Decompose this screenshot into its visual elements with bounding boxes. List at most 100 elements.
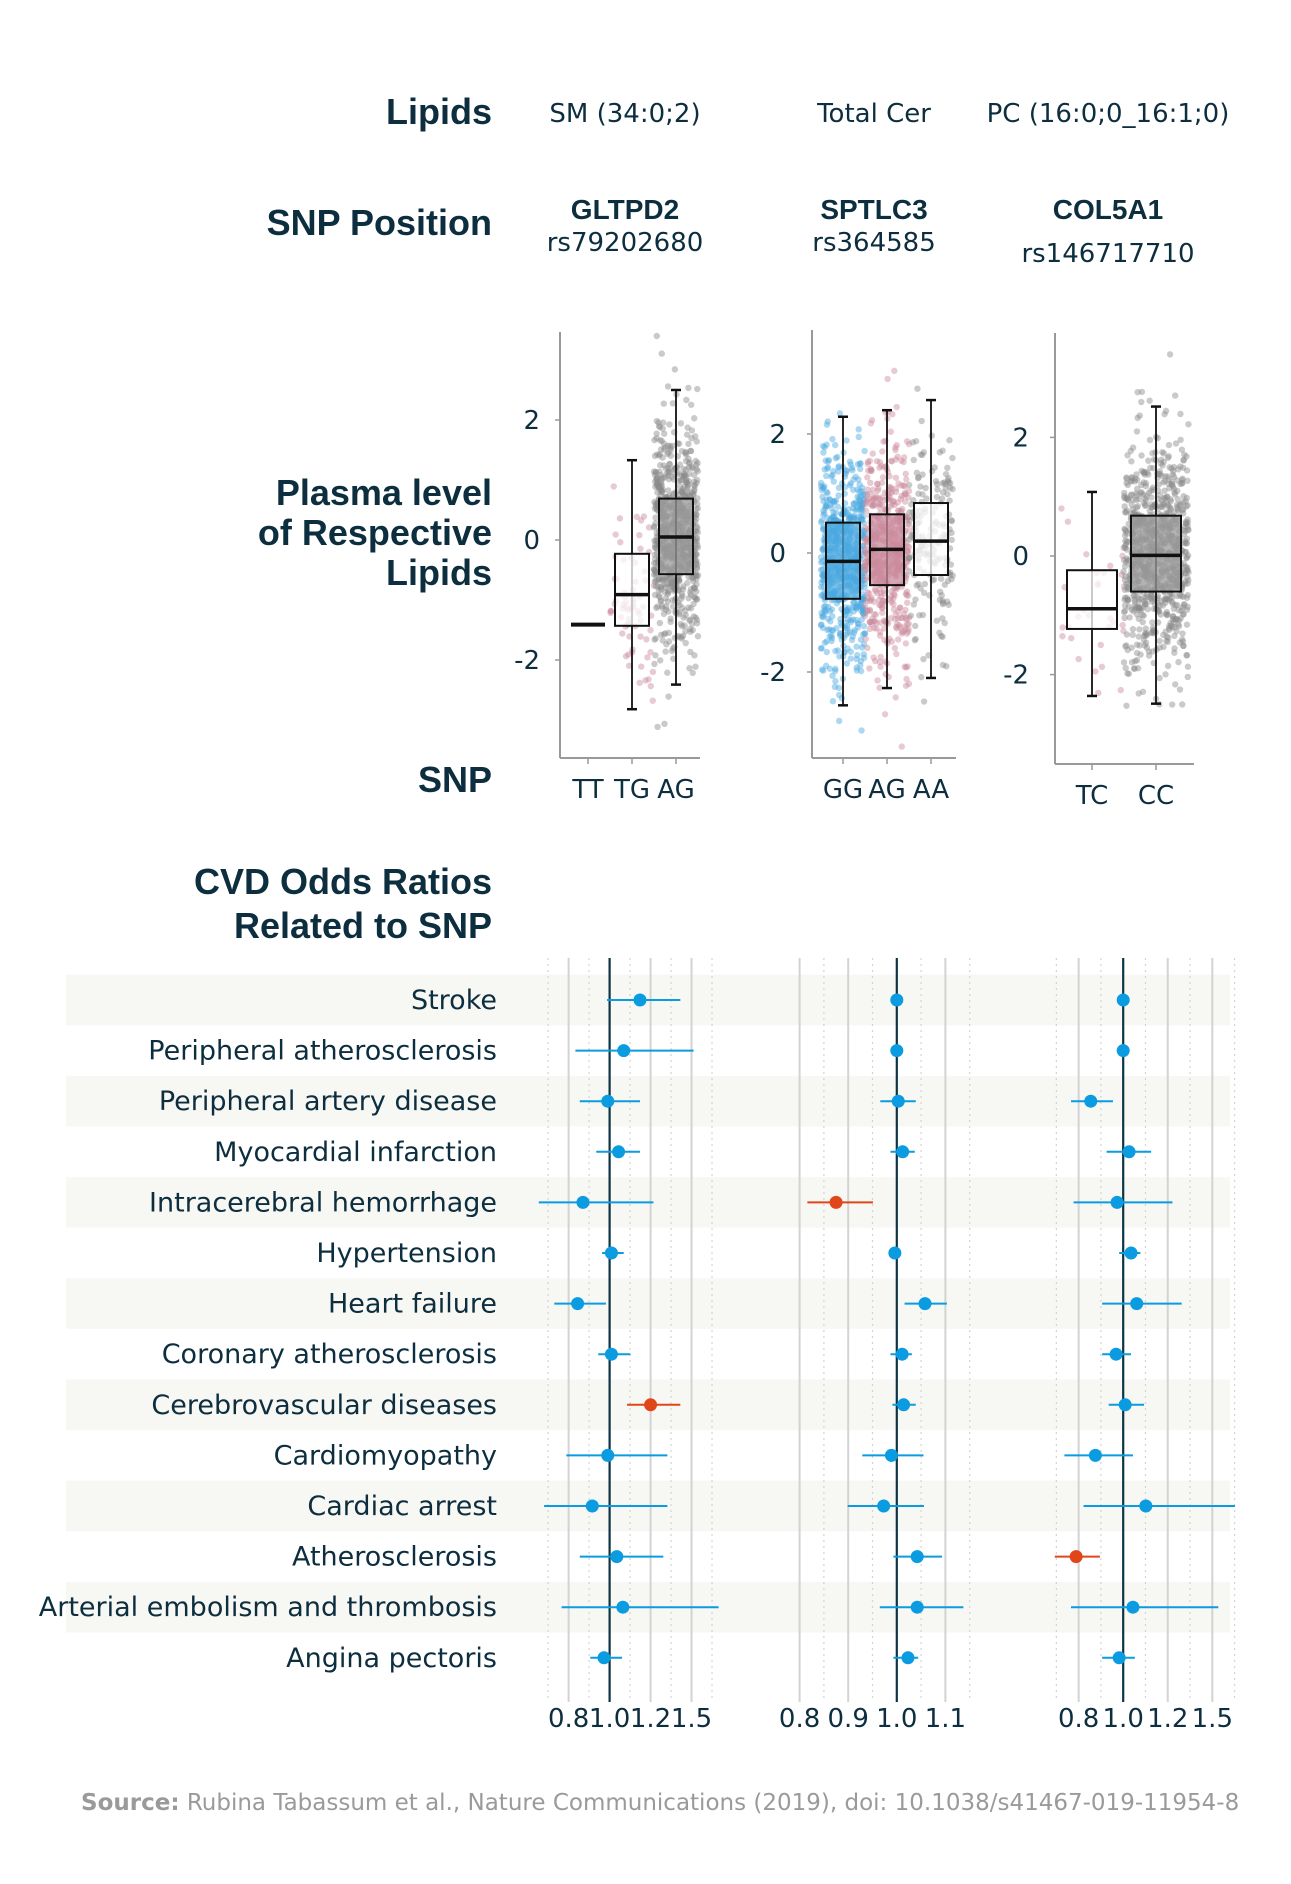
jitter-point [860,527,868,535]
x-tick-label: 1.0 [589,1704,630,1734]
odds-ratio-point [1126,1600,1140,1614]
jitter-point [1181,523,1188,531]
jitter-point [830,498,838,505]
jitter-point [682,457,690,465]
jitter-point [1179,701,1186,708]
jitter-point [1137,651,1144,658]
jitter-point [823,496,830,504]
odds-ratio-point [1130,1297,1144,1311]
jitter-point [1142,594,1149,602]
jitter-point [832,509,840,516]
jitter-point [676,577,683,585]
jitter-point [692,614,699,621]
jitter-point [1165,634,1172,641]
jitter-point [864,460,872,468]
odds-ratio-point [1139,1499,1153,1513]
jitter-point [860,491,867,498]
y-tick-label: -2 [514,646,540,676]
jitter-point [820,613,827,621]
jitter-point [694,544,702,551]
jitter-point [655,422,663,430]
jitter-point [904,663,911,670]
jitter-point [1156,491,1164,499]
jitter-point [1173,592,1181,600]
jitter-point [1144,593,1152,601]
jitter-point [1128,475,1136,482]
jitter-point [891,501,898,509]
jitter-point [854,651,861,659]
jitter-point [894,625,901,632]
jitter-point [1135,615,1143,622]
jitter-point [675,440,683,447]
jitter-point [1159,602,1167,609]
jitter-point [895,480,902,487]
jitter-point [693,534,700,542]
jitter-point [1178,592,1185,600]
jitter-point [905,521,913,528]
jitter-point [849,467,856,474]
jitter-point [1122,573,1129,580]
odds-ratio-point [601,1094,615,1108]
jitter-point [834,647,842,654]
jitter-point [855,513,862,520]
jitter-point [1143,492,1150,499]
jitter-point [863,496,871,504]
jitter-point [823,501,830,509]
jitter-point [658,480,665,488]
jitter-point [652,468,660,476]
jitter-point [1173,615,1180,623]
jitter-point [856,494,863,501]
jitter-point [1140,636,1148,644]
jitter-point [1157,611,1164,618]
odds-ratio-point [877,1499,891,1513]
jitter-point [1131,665,1138,672]
jitter-point [901,489,909,497]
jitter-point [1130,592,1137,600]
jitter-point [691,478,698,485]
jitter-point [1181,578,1189,585]
jitter-point [1183,554,1191,561]
jitter-point [676,601,683,609]
jitter-point [1140,499,1148,507]
jitter-point [860,520,867,527]
jitter-point [665,587,672,594]
jitter-point [679,604,686,611]
outcome-label: Cerebrovascular diseases [151,1390,497,1421]
jitter-point [819,591,826,598]
jitter-point [825,603,832,611]
jitter-point [680,583,687,590]
jitter-point [652,559,660,567]
jitter-point [824,489,831,497]
jitter-point [869,496,876,504]
jitter-point [680,465,687,473]
jitter-point [692,433,699,440]
jitter-point [1165,503,1172,510]
jitter-point [647,682,654,690]
box [1066,569,1118,630]
odds-ratio-point [1110,1195,1124,1209]
jitter-point [612,531,619,538]
jitter-point [824,418,831,425]
jitter-point [1161,487,1168,494]
jitter-point [1179,499,1187,506]
outcome-label: Arterial embolism and thrombosis [39,1592,497,1623]
jitter-point [685,477,692,485]
x-tick-label-ag: AG [868,775,905,805]
jitter-point [664,669,671,676]
jitter-point [863,498,871,505]
jitter-point [915,474,922,481]
jitter-point [859,542,867,550]
jitter-point [843,467,850,474]
jitter-point [852,507,859,514]
jitter-point [1163,493,1170,501]
jitter-point [1133,485,1141,492]
jitter-point [844,629,852,637]
jitter-point [1168,481,1175,488]
jitter-point [939,633,946,640]
jitter-point [1166,622,1173,630]
jitter-point [823,441,830,448]
jitter-point [893,650,900,658]
jitter-point [651,660,658,668]
jitter-point [675,576,683,584]
